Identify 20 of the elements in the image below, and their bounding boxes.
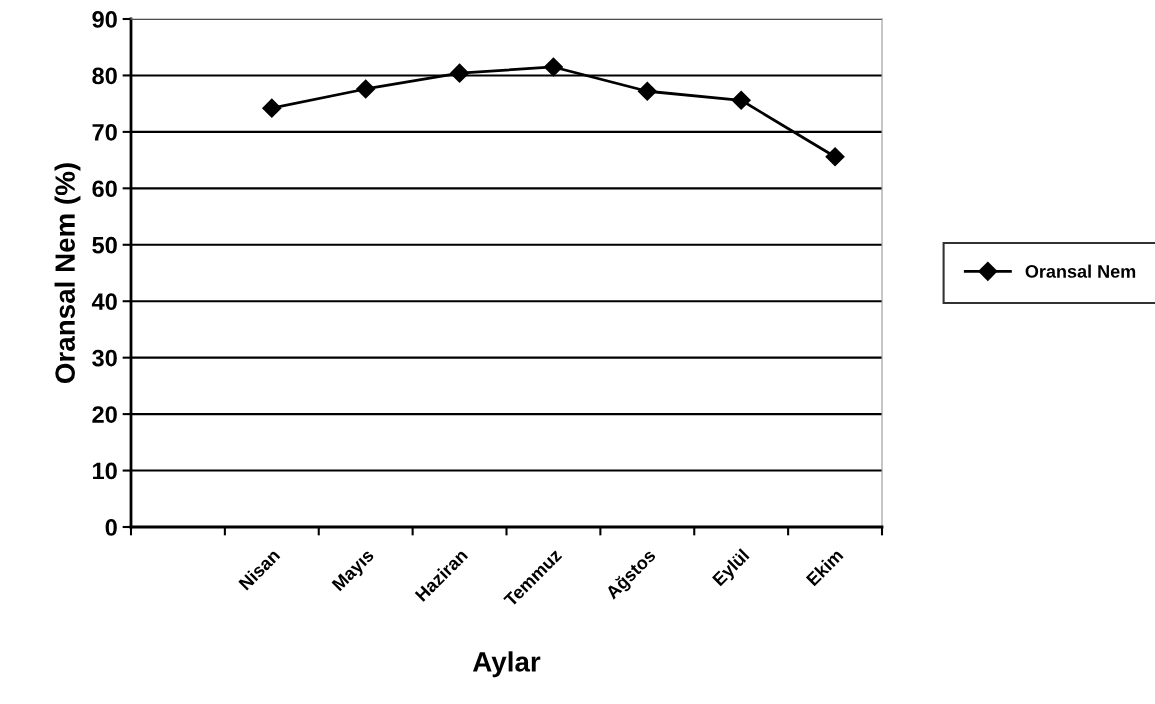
x-axis-title: Aylar (472, 651, 541, 678)
y-axis-title: Oransal Nem (%) (54, 163, 81, 383)
point (450, 63, 470, 83)
point (262, 98, 282, 118)
y-tick-label: 20 (92, 406, 117, 423)
y-tick-label: 10 (93, 462, 117, 480)
point (637, 81, 657, 101)
point (356, 79, 376, 99)
legend-label: Oransal Nem (1025, 264, 1136, 278)
point (731, 90, 751, 110)
y-tick-label: 80 (92, 67, 117, 85)
y-tick-label: 0 (105, 519, 117, 536)
y-tick-label: 30 (92, 349, 117, 367)
y-tick-label: 70 (92, 123, 117, 141)
y-tick-label: 50 (92, 236, 117, 254)
y-tick-label: 40 (91, 293, 117, 311)
y-tick-label: 60 (92, 180, 117, 198)
point (543, 57, 563, 77)
point (825, 147, 845, 167)
y-tick-label: 90 (92, 11, 117, 28)
